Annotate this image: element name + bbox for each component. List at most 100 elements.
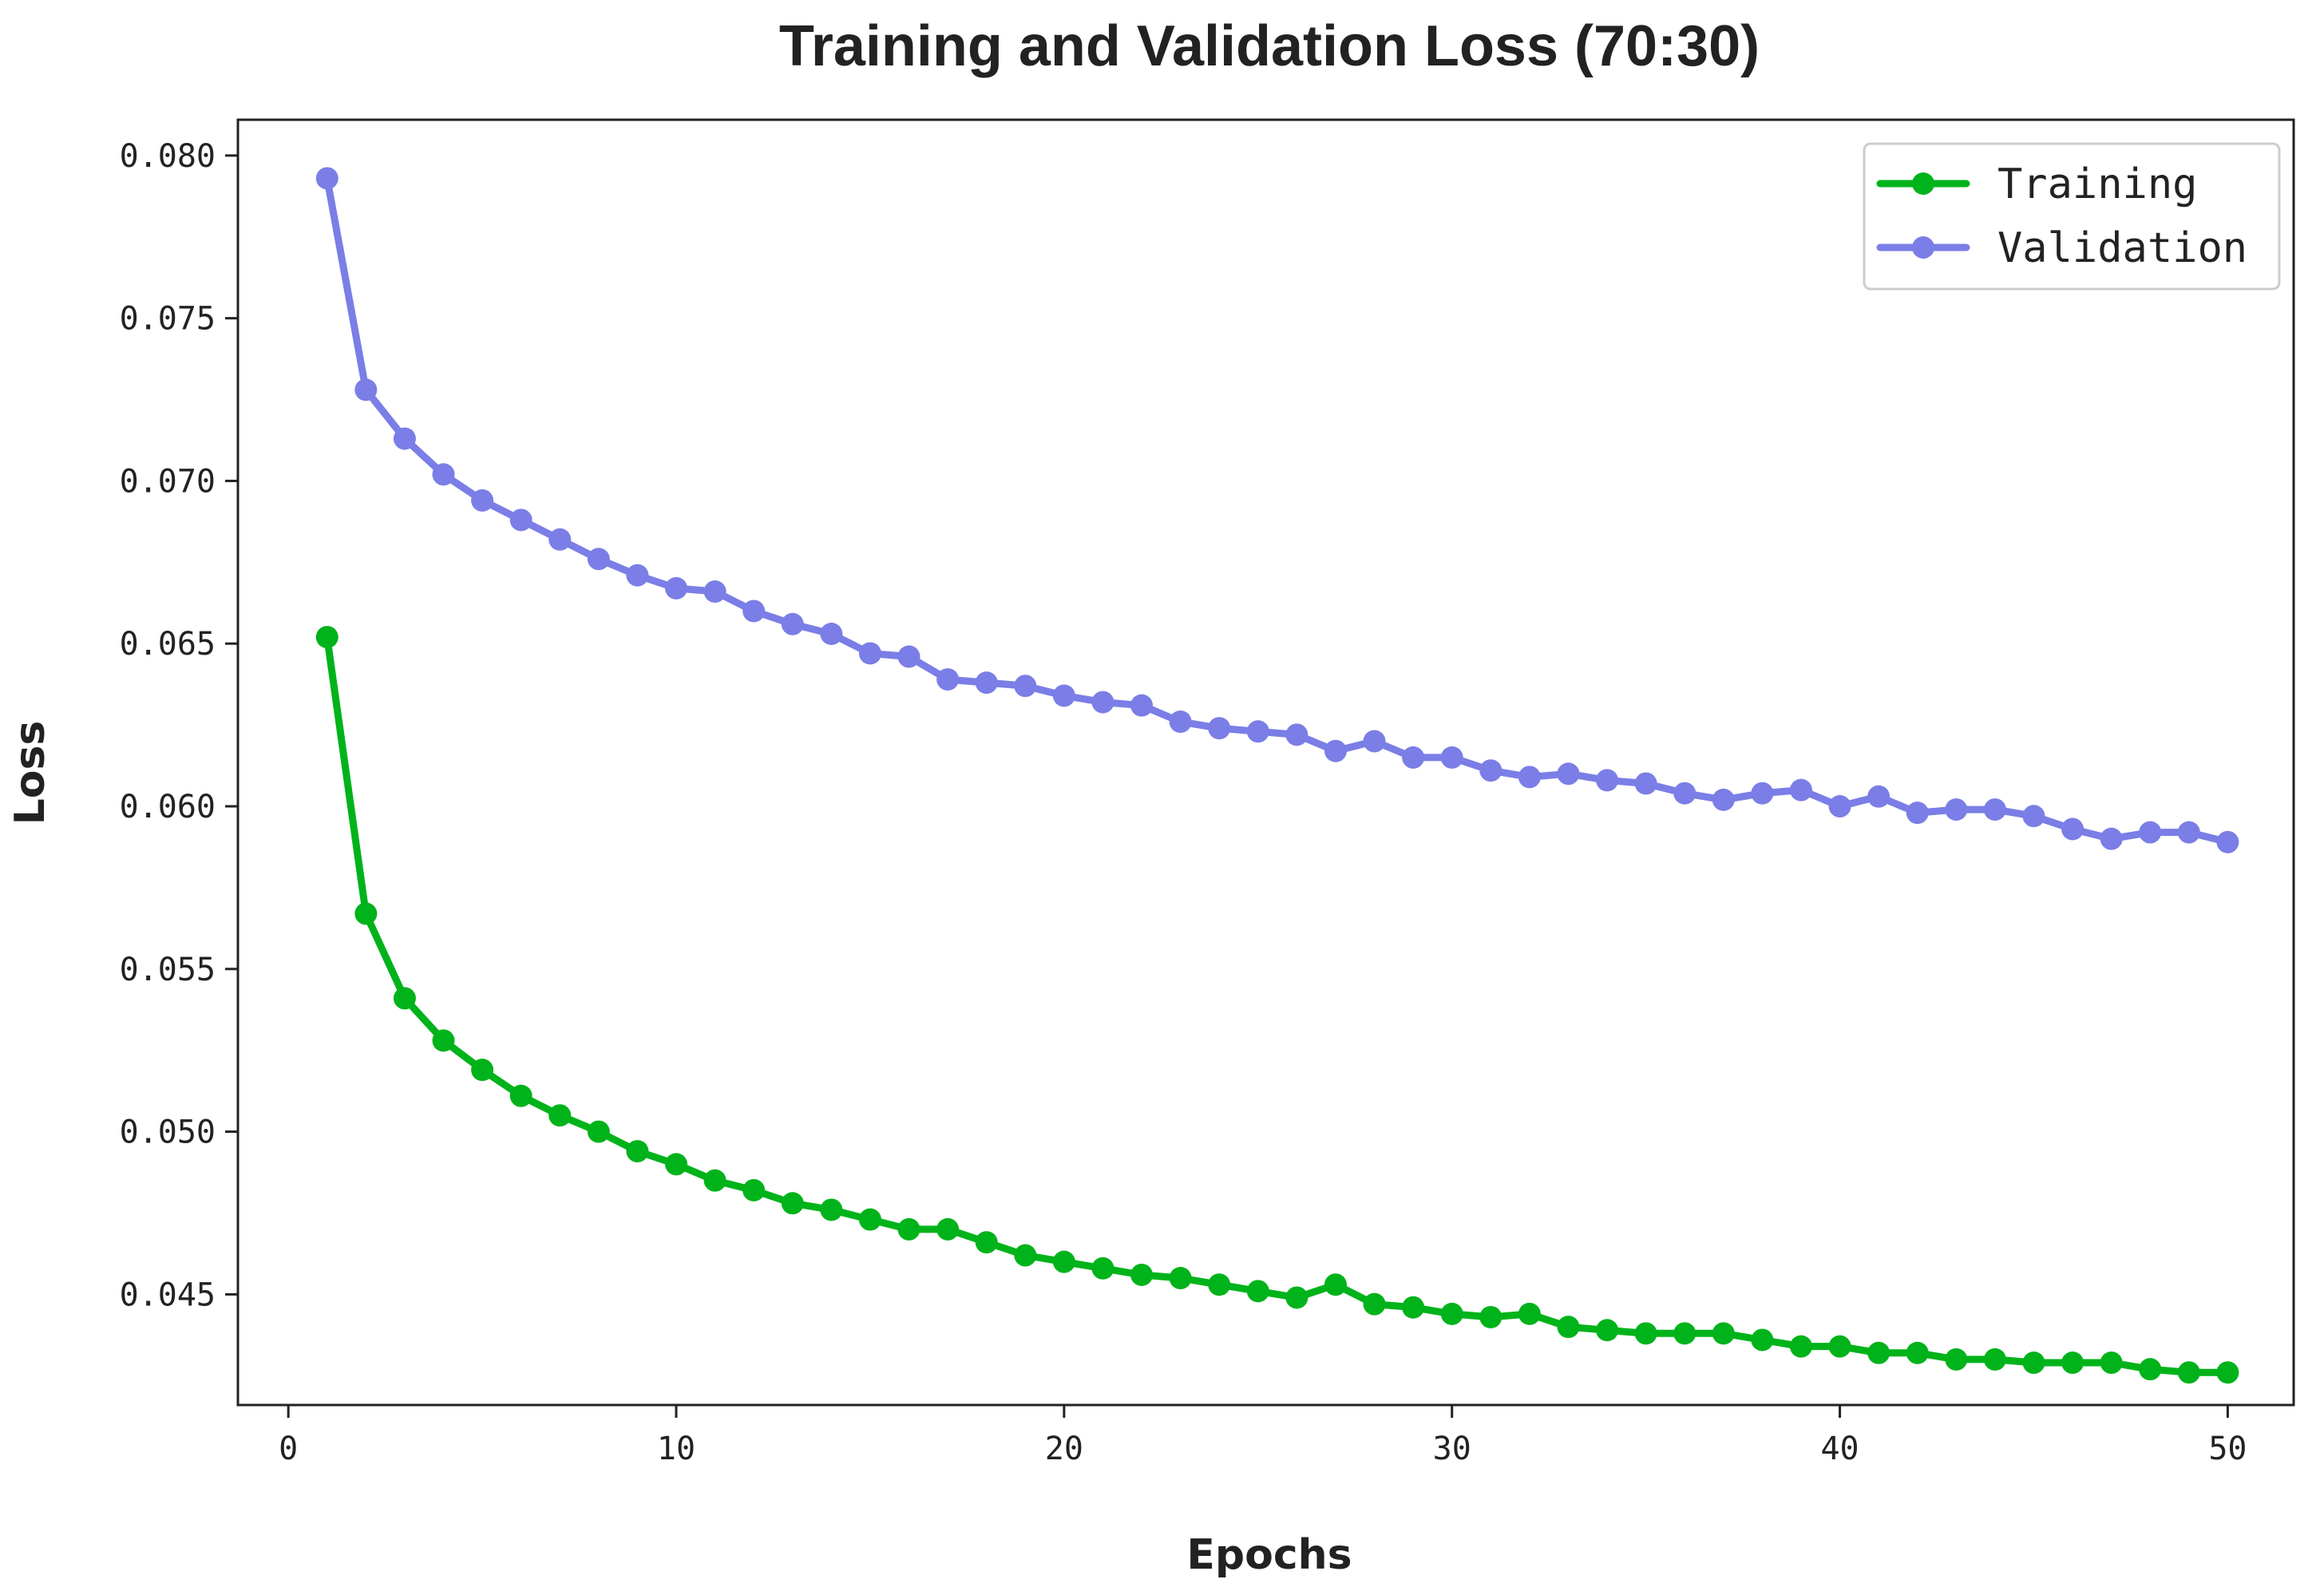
training-point (509, 1084, 533, 1107)
x-tick-label: 20 (1045, 1431, 1083, 1467)
y-tick-label: 0.080 (120, 138, 216, 175)
validation-point (665, 576, 688, 600)
validation-point (1091, 691, 1114, 714)
training-point (1285, 1286, 1308, 1309)
validation-point (1130, 694, 1154, 717)
x-tick-label: 10 (657, 1431, 695, 1467)
training-point (1130, 1263, 1154, 1286)
validation-point (1906, 801, 1929, 825)
validation-point (1402, 746, 1425, 769)
x-tick-label: 0 (279, 1431, 298, 1467)
training-point (2022, 1352, 2045, 1375)
training-point (1246, 1280, 1269, 1303)
training-point (1828, 1335, 1851, 1358)
training-point (393, 987, 416, 1010)
y-tick-label: 0.050 (120, 1114, 216, 1151)
training-point (742, 1178, 766, 1201)
validation-point (354, 378, 378, 402)
training-point (1751, 1328, 1774, 1352)
validation-point (1789, 778, 1812, 801)
validation-point (1557, 762, 1580, 786)
validation-point (2216, 830, 2239, 853)
training-point (471, 1059, 494, 1082)
training-point (315, 626, 339, 649)
validation-point (1052, 684, 1075, 707)
legend-validation-marker (1912, 236, 1934, 259)
validation-point (820, 623, 843, 645)
x-tick-label: 40 (1820, 1431, 1859, 1467)
x-tick-label: 50 (2208, 1431, 2247, 1467)
validation-point (587, 548, 610, 571)
validation-point (1363, 730, 1386, 753)
validation-point (1673, 782, 1696, 805)
x-tick-label: 30 (1433, 1431, 1471, 1467)
validation-point (897, 645, 920, 668)
validation-point (1479, 759, 1502, 782)
series-training (315, 626, 2239, 1384)
training-point (2139, 1358, 2162, 1381)
training-point (858, 1208, 881, 1231)
training-point (354, 902, 378, 925)
validation-point (936, 668, 960, 691)
training-point (1014, 1244, 1037, 1267)
chart-title: Training and Validation Loss (70:30) (779, 14, 1760, 78)
validation-point (975, 671, 998, 695)
training-point (2061, 1352, 2084, 1375)
training-point (2177, 1361, 2200, 1384)
y-tick-label: 0.065 (120, 626, 216, 663)
validation-point (2022, 805, 2045, 828)
validation-point (548, 528, 572, 551)
validation-point (471, 489, 494, 512)
training-point (1402, 1296, 1425, 1319)
training-point (1440, 1302, 1463, 1325)
validation-point (1014, 675, 1037, 698)
legend: Training Validation (1863, 142, 2281, 291)
training-point (1712, 1322, 1735, 1345)
training-point (1518, 1302, 1541, 1325)
y-tick-label: 0.070 (120, 463, 216, 500)
validation-point (1169, 710, 1192, 734)
validation-point (1518, 766, 1541, 789)
training-point (548, 1104, 572, 1127)
legend-training-label: Training (1997, 160, 2197, 208)
training-point (2100, 1352, 2123, 1375)
validation-point (432, 463, 455, 486)
training-point (1945, 1348, 1968, 1371)
validation-point (858, 642, 881, 665)
training-point (781, 1192, 804, 1215)
training-point (936, 1217, 960, 1241)
validation-point (1596, 769, 1619, 792)
validation-point (626, 564, 649, 587)
training-point (1634, 1322, 1657, 1345)
training-line (323, 633, 2231, 1376)
y-axis-ticks: 0.045 0.050 0.055 0.060 0.065 0.070 0.075 0.080 (120, 138, 238, 1313)
validation-point (2100, 827, 2123, 850)
validation-point (1945, 798, 1968, 821)
training-point (1169, 1267, 1192, 1290)
training-point (1208, 1273, 1231, 1296)
validation-point (1285, 723, 1308, 746)
training-point (626, 1140, 649, 1163)
series-validation (315, 167, 2239, 853)
legend-training-marker (1912, 172, 1934, 195)
validation-point (742, 600, 766, 623)
training-point (2216, 1361, 2239, 1384)
y-tick-label: 0.060 (120, 789, 216, 825)
validation-point (1440, 746, 1463, 769)
training-point (1906, 1341, 1929, 1364)
x-axis-label: Epochs (1186, 1531, 1352, 1579)
validation-point (1712, 788, 1735, 811)
training-point (1673, 1322, 1696, 1345)
training-point (897, 1217, 920, 1241)
legend-box (1863, 142, 2281, 291)
validation-point (1324, 739, 1347, 762)
y-axis-label: Loss (6, 721, 54, 825)
training-point (820, 1198, 843, 1221)
legend-validation-label: Validation (1997, 224, 2247, 272)
training-point (1091, 1257, 1114, 1280)
training-point (1867, 1341, 1890, 1364)
y-tick-label: 0.045 (120, 1276, 216, 1313)
training-point (703, 1169, 726, 1192)
training-point (975, 1231, 998, 1254)
validation-point (2177, 821, 2200, 844)
